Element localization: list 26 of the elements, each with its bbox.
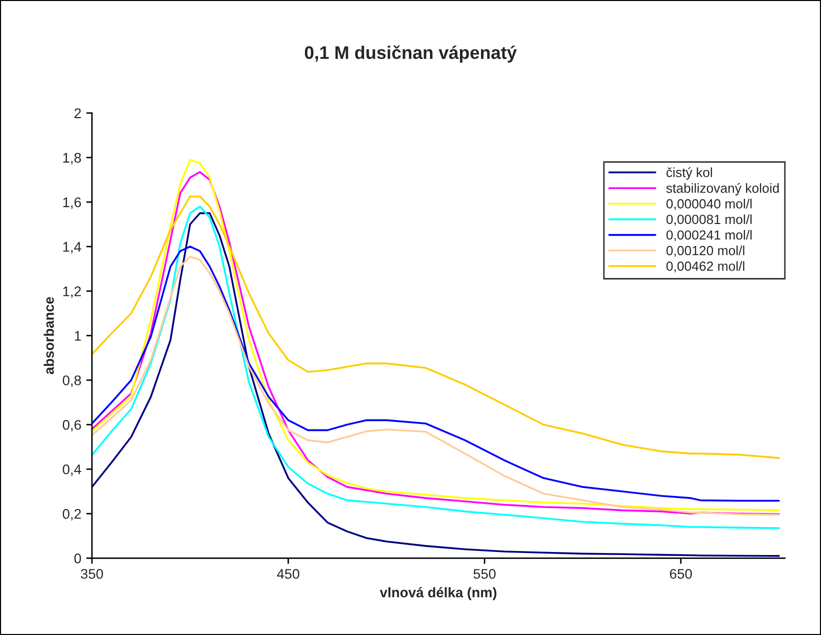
y-tick-label: 0: [74, 554, 81, 564]
legend-label: 0,00120 mol/l: [666, 246, 744, 257]
y-tick-label: 1,2: [63, 286, 81, 298]
y-tick-label: 1,4: [63, 242, 82, 254]
y-tick-label: 1,6: [63, 197, 81, 209]
legend-label: 0,00462 mol/l: [666, 261, 744, 272]
legend-label: 0,000241 mol/l: [666, 230, 752, 242]
x-tick-label: 650: [670, 568, 692, 579]
legend-label: 0,000040 mol/l: [666, 198, 752, 210]
y-axis-title: absorbance: [44, 297, 54, 374]
line-series: [92, 196, 780, 459]
x-tick-label: 450: [276, 568, 300, 579]
y-tick-label: 0,4: [62, 464, 82, 476]
x-tick-label: 550: [474, 568, 496, 579]
y-tick-label: 0,8: [62, 375, 81, 387]
y-tick-label: 2: [74, 108, 81, 118]
legend-label: stabilizovaný koloid: [666, 183, 779, 196]
y-tick-label: 0,2: [62, 508, 81, 520]
x-tick-label: 350: [80, 568, 103, 579]
y-tick-label: 0,6: [62, 420, 81, 432]
chart-title: 0,1 M dusičnan vápenatý: [304, 45, 517, 63]
y-tick-label: 1: [74, 331, 81, 341]
y-tick-label: 1,8: [63, 152, 81, 164]
x-axis-title: vlnová délka (nm): [380, 587, 496, 600]
legend-label: 0,000081 mol/l: [666, 214, 752, 226]
legend-label: čistý kol: [666, 167, 712, 180]
